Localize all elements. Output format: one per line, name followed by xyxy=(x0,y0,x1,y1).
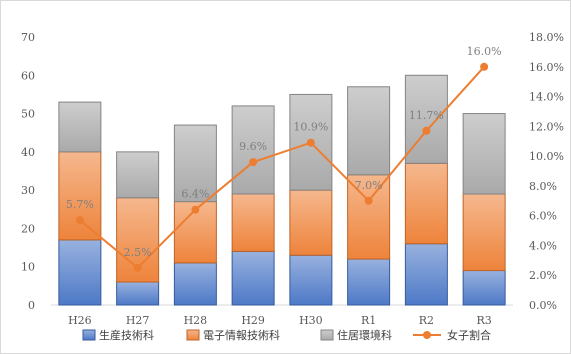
bar-segment xyxy=(289,254,333,306)
line-point xyxy=(75,216,84,225)
y2-axis-tick-label: 10.0% xyxy=(529,150,564,163)
line-point xyxy=(133,263,142,272)
x-axis-tick-label: H30 xyxy=(299,314,323,327)
y-axis-tick-label: 0 xyxy=(28,299,35,312)
y-axis-tick-label: 20 xyxy=(21,222,35,235)
bar-segment xyxy=(404,162,448,245)
bar-segment xyxy=(347,174,391,260)
x-axis-tick-label: H26 xyxy=(68,314,92,327)
x-axis-tick-label: H29 xyxy=(241,314,265,327)
y-axis-tick-label: 60 xyxy=(21,69,35,82)
y2-axis-tick-label: 18.0% xyxy=(529,31,564,44)
y-axis-tick-label: 40 xyxy=(21,146,35,159)
y2-axis-tick-label: 4.0% xyxy=(529,239,557,252)
line-point xyxy=(191,205,200,214)
bar-segment xyxy=(116,151,160,199)
bar-segment xyxy=(289,189,333,256)
y2-axis-tick-label: 2.0% xyxy=(529,269,557,282)
data-label: 7.0% xyxy=(355,179,383,192)
data-label: 5.7% xyxy=(66,198,94,211)
bar-segment xyxy=(404,243,448,306)
data-label: 2.5% xyxy=(124,246,152,259)
legend-swatch xyxy=(82,329,96,341)
legend-swatch xyxy=(186,329,200,341)
bar-segment xyxy=(231,193,275,252)
x-axis-tick-label: R3 xyxy=(476,314,491,327)
bar-segment xyxy=(347,86,391,176)
bar-segment xyxy=(462,270,506,306)
y2-axis-tick-label: 12.0% xyxy=(529,120,564,133)
x-axis-tick-label: R1 xyxy=(361,314,376,327)
y-axis-tick-label: 70 xyxy=(21,31,35,44)
data-label: 16.0% xyxy=(467,45,502,58)
bar-segment xyxy=(173,124,217,203)
legend-line-marker xyxy=(423,331,431,339)
bar-segment xyxy=(231,105,275,195)
bar-segment xyxy=(462,193,506,272)
y2-axis-tick-label: 14.0% xyxy=(529,91,564,104)
x-axis-tick-label: H27 xyxy=(126,314,150,327)
line-point xyxy=(364,196,373,205)
legend-swatch xyxy=(320,329,334,341)
legend-label: 住居環境科 xyxy=(337,328,392,342)
x-axis-tick-label: H28 xyxy=(184,314,208,327)
y-axis-tick-label: 30 xyxy=(21,184,35,197)
line-point xyxy=(422,126,431,135)
bar-segment xyxy=(173,262,217,306)
bar-segment xyxy=(58,151,102,241)
bar-segment xyxy=(462,113,506,195)
bar-segment xyxy=(58,239,102,306)
bar-segment xyxy=(347,258,391,306)
bar-segment xyxy=(58,101,102,153)
x-axis-tick-label: R2 xyxy=(419,314,434,327)
line-point xyxy=(480,62,489,71)
y2-axis-tick-label: 6.0% xyxy=(529,210,557,223)
y2-axis-tick-label: 16.0% xyxy=(529,61,564,74)
bar-segment xyxy=(404,74,448,164)
line-point xyxy=(306,138,315,147)
series-line-female-ratio xyxy=(79,66,485,270)
bar-segment xyxy=(231,250,275,306)
y2-axis-tick-label: 0.0% xyxy=(529,299,557,312)
legend-label: 生産技術科 xyxy=(99,328,154,342)
data-label: 11.7% xyxy=(409,109,444,122)
data-label: 10.9% xyxy=(293,121,328,134)
legend-label: 電子情報技術科 xyxy=(203,328,280,342)
y2-axis-tick-label: 8.0% xyxy=(529,180,557,193)
y-axis-tick-label: 50 xyxy=(21,108,35,121)
line-point xyxy=(249,158,258,167)
data-label: 9.6% xyxy=(239,140,267,153)
legend-label: 女子割合 xyxy=(447,328,491,342)
bar-segment xyxy=(116,281,160,306)
bar-segment xyxy=(116,197,160,283)
data-label: 6.4% xyxy=(181,188,209,201)
y-axis-tick-label: 10 xyxy=(21,261,35,274)
